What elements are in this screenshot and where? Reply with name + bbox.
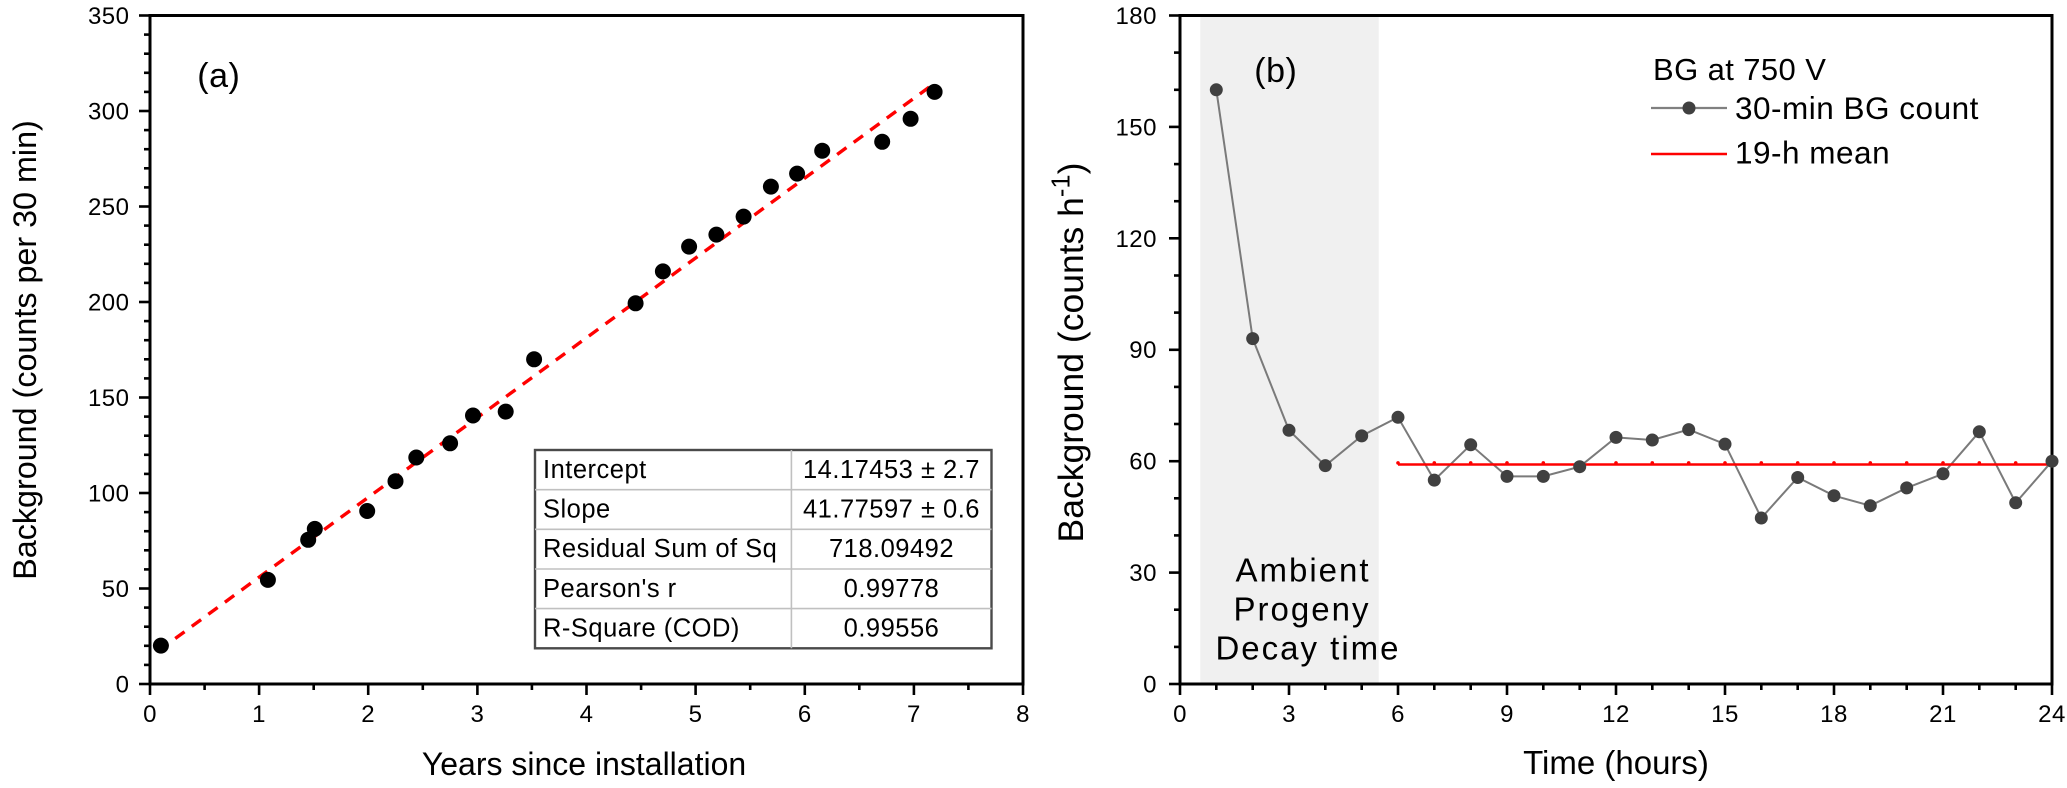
svg-text:9: 9 [1500,701,1514,728]
svg-text:30: 30 [1129,560,1157,587]
svg-text:Slope: Slope [543,496,611,524]
svg-text:0.99556: 0.99556 [844,615,940,643]
svg-text:120: 120 [1115,226,1157,253]
svg-text:Background (counts per 30 min): Background (counts per 30 min) [7,120,43,580]
svg-text:12: 12 [1602,701,1630,728]
svg-text:Decay time: Decay time [1215,630,1400,667]
svg-text:BG at 750 V: BG at 750 V [1653,52,1826,87]
svg-text:Residual Sum of Sq: Residual Sum of Sq [543,535,777,563]
svg-text:718.09492: 718.09492 [829,535,954,563]
svg-text:150: 150 [88,385,130,412]
svg-text:2: 2 [361,701,375,728]
svg-text:Progeny: Progeny [1234,591,1371,628]
svg-text:350: 350 [88,3,130,30]
svg-text:0: 0 [143,701,157,728]
svg-text:Background (counts h-1): Background (counts h-1) [1048,163,1092,543]
svg-text:Pearson's r: Pearson's r [543,575,677,603]
svg-text:Ambient: Ambient [1235,552,1370,589]
svg-text:0.99778: 0.99778 [844,575,940,603]
svg-text:14.17453 ± 2.7: 14.17453 ± 2.7 [803,456,980,484]
svg-text:1: 1 [252,701,266,728]
svg-text:8: 8 [1016,701,1030,728]
svg-text:60: 60 [1129,449,1157,476]
svg-text:Time (hours): Time (hours) [1523,744,1709,781]
svg-text:0: 0 [116,672,130,699]
svg-text:30-min BG count: 30-min BG count [1735,90,1979,126]
svg-text:(b): (b) [1254,52,1297,90]
svg-text:24: 24 [2038,701,2066,728]
svg-text:21: 21 [1929,701,1957,728]
svg-text:200: 200 [88,290,130,317]
svg-text:0: 0 [1143,672,1157,699]
svg-text:5: 5 [689,701,703,728]
svg-text:3: 3 [470,701,484,728]
svg-text:50: 50 [102,576,130,603]
svg-text:6: 6 [798,701,812,728]
svg-text:4: 4 [580,701,594,728]
svg-text:Years since installation: Years since installation [422,746,746,782]
svg-text:(a): (a) [197,57,240,95]
svg-text:250: 250 [88,194,130,221]
svg-text:7: 7 [907,701,921,728]
svg-text:300: 300 [88,99,130,126]
svg-text:Intercept: Intercept [543,456,647,484]
svg-text:18: 18 [1820,701,1848,728]
svg-text:150: 150 [1115,114,1157,141]
svg-text:19-h mean: 19-h mean [1735,135,1890,171]
svg-text:3: 3 [1282,701,1296,728]
svg-text:R-Square (COD): R-Square (COD) [543,615,740,643]
svg-text:0: 0 [1173,701,1187,728]
svg-text:100: 100 [88,481,130,508]
svg-text:90: 90 [1129,337,1157,364]
svg-text:41.77597 ± 0.6: 41.77597 ± 0.6 [803,496,980,524]
svg-text:6: 6 [1391,701,1405,728]
svg-text:180: 180 [1115,3,1157,30]
svg-text:15: 15 [1711,701,1739,728]
